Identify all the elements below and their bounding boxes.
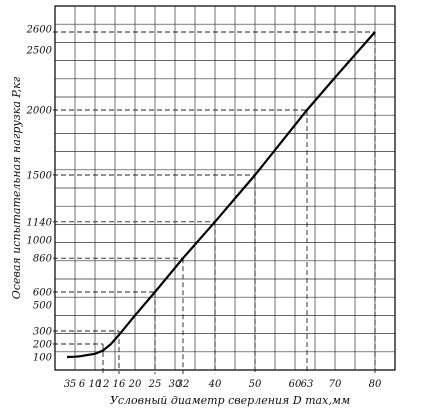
- y-tick-label: 2000: [26, 106, 53, 117]
- y-tick-label: 1140: [27, 217, 53, 228]
- x-tick-label: 40: [208, 379, 222, 390]
- y-tick-label: 2500: [26, 46, 53, 57]
- x-tick-label: 70: [329, 379, 342, 390]
- y-tick-label: 600: [33, 288, 53, 299]
- x-tick-label: 80: [369, 379, 382, 390]
- y-tick-label: 1500: [27, 171, 53, 182]
- y-tick-label: 2600: [26, 25, 53, 36]
- x-tick-label: 6: [79, 379, 86, 390]
- x-tick-label: 10: [89, 379, 102, 390]
- x-tick-label: 3: [64, 379, 70, 390]
- y-tick-label: 860: [33, 254, 53, 265]
- reference-lines: [53, 31, 376, 374]
- x-tick-label: 32: [177, 379, 190, 390]
- x-tick-label: 5: [70, 379, 76, 390]
- y-axis-title: Осевая испытательная нагрузка P,кг: [10, 76, 23, 299]
- grid: [55, 6, 395, 370]
- y-tick-labels: 100 200 300 500 600 860 1000 1140 1500 2000 2500 26…: [26, 25, 53, 364]
- x-tick-label: 12: [97, 379, 110, 390]
- x-tick-label: 30: [169, 379, 182, 390]
- y-tick-label: 500: [33, 301, 53, 312]
- y-tick-label: 1000: [27, 236, 53, 247]
- x-tick-label: 25: [148, 379, 162, 390]
- y-tick-label: 300: [33, 327, 53, 338]
- x-tick-label: 50: [249, 379, 262, 390]
- y-tick-label: 200: [32, 340, 53, 351]
- load-curve: [66, 31, 376, 359]
- x-tick-label: 20: [128, 379, 142, 390]
- plot-frame: [54, 5, 396, 371]
- x-tick-label: 63: [301, 379, 314, 390]
- x-tick-label: 60: [289, 379, 302, 390]
- y-tick-label: 100: [33, 353, 53, 364]
- x-axis-title: Условный диаметр сверления D max,мм: [110, 394, 350, 407]
- x-tick-label: 16: [113, 379, 126, 390]
